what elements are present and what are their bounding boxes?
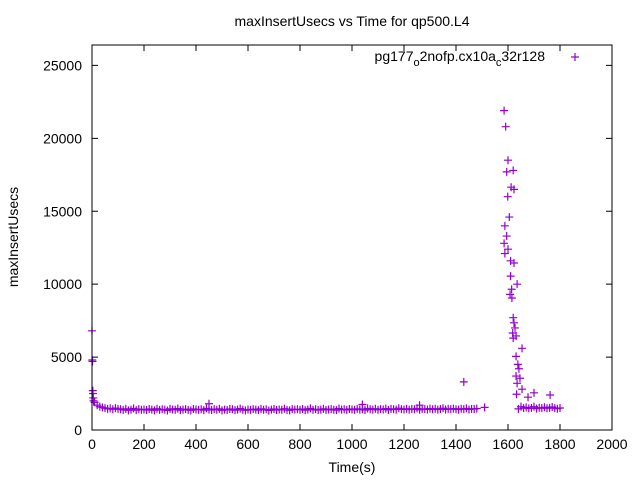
data-point	[513, 360, 522, 369]
data-point	[504, 156, 512, 165]
data-point	[512, 390, 521, 399]
x-tick-label: 600	[236, 436, 260, 452]
data-point	[514, 364, 523, 373]
y-tick-label: 10000	[43, 276, 82, 292]
legend-label-part: 2nofp.cx10a	[420, 48, 496, 64]
data-point	[500, 106, 509, 115]
data-point	[503, 192, 512, 201]
data-point	[524, 393, 533, 402]
x-tick-label: 1200	[388, 436, 419, 452]
y-axis-label: maxInsertUsecs	[5, 187, 21, 287]
data-point	[518, 344, 527, 353]
data-point	[480, 403, 489, 412]
legend-label-part: pg177	[375, 48, 414, 64]
data-point	[507, 285, 516, 294]
data-point	[512, 352, 521, 361]
x-tick-label: 1400	[440, 436, 471, 452]
x-tick-label: 400	[184, 436, 208, 452]
data-point	[509, 334, 518, 343]
data-point	[506, 272, 515, 281]
data-point	[89, 396, 98, 405]
legend-label-subscript: o	[413, 57, 419, 69]
legend: pg177o2nofp.cx10ac32r128	[375, 48, 579, 69]
data-point	[515, 374, 524, 383]
x-tick-label: 1600	[492, 436, 523, 452]
data-point	[500, 239, 509, 248]
data-point	[500, 249, 509, 258]
data-point	[504, 245, 512, 254]
data-point	[506, 290, 515, 299]
data-point	[501, 122, 510, 131]
x-axis-label: Time(s)	[329, 459, 376, 475]
data-point	[505, 213, 514, 222]
data-point	[509, 318, 518, 327]
y-tick-label: 20000	[43, 130, 82, 146]
legend-label: pg177o2nofp.cx10ac32r128	[375, 48, 546, 69]
data-point	[509, 166, 518, 175]
data-point	[530, 388, 538, 397]
x-tick-label: 200	[132, 436, 156, 452]
data-point	[88, 357, 97, 366]
data-point	[509, 313, 518, 322]
legend-label-subscript: c	[496, 57, 502, 69]
data-point	[513, 379, 522, 388]
x-tick-label: 0	[88, 436, 96, 452]
chart-title: maxInsertUsecs vs Time for qp500.L4	[235, 13, 470, 29]
data-point	[513, 280, 522, 289]
data-point	[472, 404, 481, 413]
plot-frame	[91, 44, 613, 431]
data-point	[500, 221, 509, 230]
data-point	[511, 323, 520, 332]
legend-marker	[571, 53, 579, 61]
data-point	[518, 385, 527, 394]
data-point	[546, 391, 555, 399]
data-point	[502, 232, 511, 241]
data-point	[512, 372, 521, 381]
x-tick-label: 2000	[596, 436, 627, 452]
data-point	[507, 294, 516, 303]
data-point	[459, 377, 468, 386]
x-tick-label: 800	[288, 436, 312, 452]
data-point	[509, 185, 518, 194]
y-tick-label: 15000	[43, 203, 82, 219]
x-tick-label: 1800	[544, 436, 575, 452]
data-point	[556, 403, 564, 412]
y-tick-label: 5000	[51, 349, 82, 365]
y-tick-label: 0	[74, 422, 82, 438]
data-point	[502, 167, 511, 176]
legend-label-part: 32r128	[501, 48, 545, 64]
x-tick-label: 1000	[336, 436, 367, 452]
data-point	[509, 259, 518, 268]
y-tick-label: 25000	[43, 57, 82, 73]
